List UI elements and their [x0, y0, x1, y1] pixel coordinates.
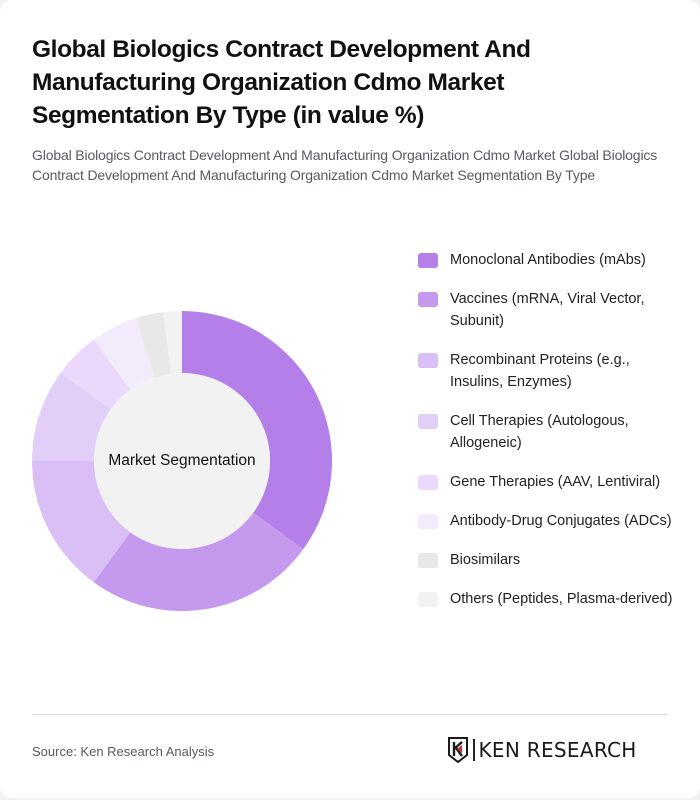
legend-item: Gene Therapies (AAV, Lentiviral)	[418, 471, 678, 493]
legend-label: Monoclonal Antibodies (mAbs)	[450, 252, 646, 268]
donut-segment	[32, 461, 131, 583]
donut-segment	[60, 339, 131, 410]
legend-item: Biosimilars	[418, 549, 678, 571]
donut-hole	[94, 373, 270, 549]
legend-label: Cell Therapies (Autologous, Allogeneic)	[450, 413, 629, 451]
chart-subtitle: Global Biologics Contract Development An…	[32, 147, 658, 183]
legend-label: Antibody-Drug Conjugates (ADCs)	[450, 513, 672, 529]
legend-swatch	[418, 592, 438, 607]
logo-separator	[473, 739, 475, 761]
legend-label: Vaccines (mRNA, Viral Vector, Subunit)	[450, 291, 645, 329]
footer-divider	[32, 714, 668, 715]
donut-segment	[163, 311, 182, 374]
legend-label: Biosimilars	[450, 552, 521, 568]
legend-item: Others (Peptides, Plasma-derived)	[418, 588, 678, 610]
ken-research-logo: KEN RESEARCH	[447, 737, 637, 763]
legend-label: Gene Therapies (AAV, Lentiviral)	[450, 474, 661, 490]
donut-segment	[93, 318, 155, 390]
legend-item: Antibody-Drug Conjugates (ADCs)	[418, 510, 678, 532]
legend-swatch	[418, 292, 438, 307]
donut-segment	[135, 312, 171, 378]
legend-swatch	[418, 353, 438, 368]
legend-item: Monoclonal Antibodies (mAbs)	[418, 249, 678, 271]
legend-item: Recombinant Proteins (e.g., Insulins, En…	[418, 349, 678, 393]
donut-segment	[182, 311, 332, 550]
donut-svg	[32, 311, 332, 611]
logo-text: KEN RESEARCH	[478, 738, 637, 762]
legend-swatch	[418, 514, 438, 529]
legend-item: Cell Therapies (Autologous, Allogeneic)	[418, 410, 678, 454]
chart-title: Global Biologics Contract Development An…	[32, 36, 531, 129]
legend-swatch	[418, 414, 438, 429]
legend-label: Recombinant Proteins (e.g., Insulins, En…	[450, 352, 630, 390]
donut-segment	[93, 512, 304, 611]
chart-legend: Monoclonal Antibodies (mAbs) Vaccines (mR…	[418, 249, 678, 627]
legend-swatch	[418, 475, 438, 490]
legend-swatch	[418, 253, 438, 268]
legend-label: Others (Peptides, Plasma-derived)	[450, 591, 673, 607]
donut-segment	[32, 372, 111, 461]
source-note: Source: Ken Research Analysis	[32, 744, 215, 759]
legend-swatch	[418, 553, 438, 568]
legend-item: Vaccines (mRNA, Viral Vector, Subunit)	[418, 288, 678, 332]
donut-chart: Market Segmentation	[32, 311, 332, 611]
ken-shield-icon	[448, 737, 468, 763]
